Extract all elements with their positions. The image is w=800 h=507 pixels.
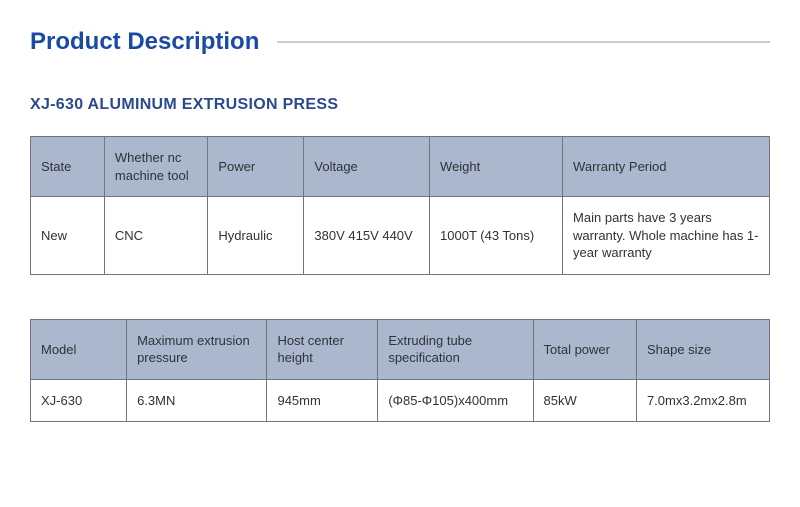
- column-header: Total power: [533, 319, 636, 379]
- table-cell: 1000T (43 Tons): [430, 197, 563, 275]
- table-cell: 945mm: [267, 379, 378, 422]
- table-gap: [30, 275, 770, 319]
- title-divider: [277, 41, 770, 43]
- table-cell: 6.3MN: [127, 379, 267, 422]
- t2-header-row: ModelMaximum extrusion pressureHost cent…: [31, 319, 770, 379]
- product-name: XJ-630 ALUMINUM EXTRUSION PRESS: [30, 96, 770, 114]
- column-header: Warranty Period: [563, 137, 770, 197]
- table-cell: Hydraulic: [208, 197, 304, 275]
- table-cell: XJ-630: [31, 379, 127, 422]
- column-header: Power: [208, 137, 304, 197]
- table-cell: 380V 415V 440V: [304, 197, 430, 275]
- t1-header-row: StateWhether nc machine toolPowerVoltage…: [31, 137, 770, 197]
- section-title: Product Description: [30, 28, 259, 56]
- t2-body: XJ-6306.3MN945mm(Φ85-Φ105)x400mm85kW7.0m…: [31, 379, 770, 422]
- table-cell: (Φ85-Φ105)x400mm: [378, 379, 533, 422]
- table-row: XJ-6306.3MN945mm(Φ85-Φ105)x400mm85kW7.0m…: [31, 379, 770, 422]
- column-header: State: [31, 137, 105, 197]
- column-header: Voltage: [304, 137, 430, 197]
- section-title-row: Product Description: [30, 28, 770, 56]
- spec-table-2: ModelMaximum extrusion pressureHost cent…: [30, 319, 770, 423]
- t1-body: NewCNCHydraulic380V 415V 440V1000T (43 T…: [31, 197, 770, 275]
- table-cell: Main parts have 3 years warranty. Whole …: [563, 197, 770, 275]
- spec-table-1: StateWhether nc machine toolPowerVoltage…: [30, 136, 770, 275]
- column-header: Model: [31, 319, 127, 379]
- table-cell: 85kW: [533, 379, 636, 422]
- table-cell: 7.0mx3.2mx2.8m: [636, 379, 769, 422]
- table-cell: CNC: [104, 197, 207, 275]
- column-header: Weight: [430, 137, 563, 197]
- table-row: NewCNCHydraulic380V 415V 440V1000T (43 T…: [31, 197, 770, 275]
- column-header: Extruding tube specification: [378, 319, 533, 379]
- column-header: Maximum extrusion pressure: [127, 319, 267, 379]
- column-header: Whether nc machine tool: [104, 137, 207, 197]
- column-header: Shape size: [636, 319, 769, 379]
- column-header: Host center height: [267, 319, 378, 379]
- table-cell: New: [31, 197, 105, 275]
